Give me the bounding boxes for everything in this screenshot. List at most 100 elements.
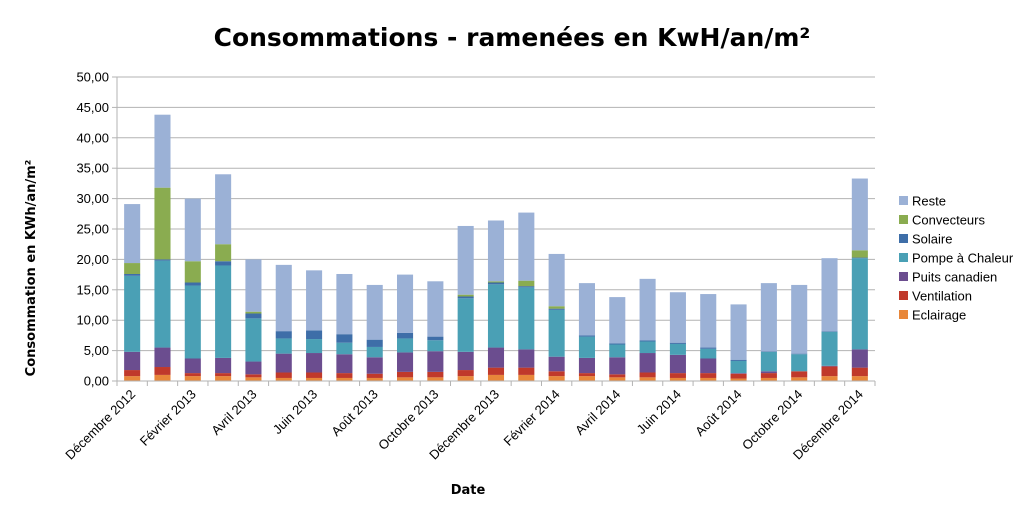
legend-swatch (899, 234, 908, 243)
bar-segment-eclairage (730, 378, 747, 381)
bar-segment-solaire (609, 343, 626, 345)
x-tick-label: Décembre 2012 (62, 387, 138, 463)
bar-segment-pompe-chaleur (215, 265, 232, 358)
bar-segment-eclairage (427, 377, 444, 381)
bar-segment-ventilation (700, 373, 717, 378)
x-tick-label: Février 2014 (501, 387, 563, 449)
bar-segment-puits-canadien (548, 356, 565, 372)
y-tick-label: 50,00 (76, 70, 109, 85)
bar-segment-solaire (124, 273, 141, 276)
x-tick-label: Juin 2013 (270, 387, 320, 437)
y-tick-label: 5,00 (84, 343, 109, 358)
bar-segment-puits-canadien (184, 358, 201, 374)
legend-label: Ventilation (912, 289, 972, 304)
y-tick-label: 0,00 (84, 374, 109, 389)
bar-segment-reste (548, 253, 565, 307)
bar-segment-convecteurs (851, 250, 868, 258)
bar-segment-ventilation (154, 367, 171, 375)
bar-segment-solaire (851, 257, 868, 259)
x-tick-label: Avril 2014 (572, 387, 623, 438)
bar-segment-pompe-chaleur (821, 331, 838, 366)
bar-segment-reste (366, 284, 383, 340)
bar-segment-reste (760, 283, 777, 352)
bar-segment-reste (578, 283, 595, 336)
bar-segment-pompe-chaleur (245, 318, 262, 362)
bar-segment-pompe-chaleur (184, 285, 201, 359)
bar-segment-ventilation (336, 373, 353, 378)
bar-segment-pompe-chaleur (275, 338, 292, 354)
bar-segment-puits-canadien (306, 353, 323, 373)
bar-segment-eclairage (184, 376, 201, 381)
bar-segment-ventilation (821, 366, 838, 377)
bar-segment-pompe-chaleur (487, 284, 505, 348)
bar-segment-ventilation (184, 373, 201, 377)
bar-segment-eclairage (154, 374, 171, 381)
bar-segment-pompe-chaleur (548, 309, 565, 357)
bar-segment-solaire (760, 351, 777, 352)
bar-segment-solaire (336, 334, 353, 343)
chart-title: Consommations - ramenées en KwH/an/m² (214, 23, 811, 52)
y-tick-label: 45,00 (76, 100, 109, 115)
bar-segment-reste (730, 304, 747, 360)
bar-segment-puits-canadien (518, 349, 535, 368)
bar-segment-eclairage (669, 377, 686, 381)
bar-segment-reste (306, 270, 323, 331)
bar-segment-convecteurs (154, 187, 171, 260)
x-axis-title: Date (451, 483, 486, 498)
bar-segment-puits-canadien (275, 353, 292, 373)
bar-segment-pompe-chaleur (791, 354, 808, 372)
bar-segment-puits-canadien (730, 373, 747, 374)
legend-swatch (899, 272, 908, 281)
bar-segment-pompe-chaleur (851, 258, 868, 350)
legend-label: Eclairage (912, 308, 966, 323)
bar-segment-reste (821, 258, 838, 332)
bar-segment-eclairage (306, 377, 323, 381)
bar-segment-reste (275, 264, 292, 332)
bar-segment-convecteurs (184, 261, 201, 283)
y-axis-title: Consommation en KWh/an/m² (24, 160, 39, 377)
bar-segment-puits-canadien (821, 365, 838, 367)
bar-segment-eclairage (639, 377, 656, 381)
bar-segment-solaire (184, 282, 201, 286)
bar-segment-eclairage (397, 377, 414, 381)
bar-segment-puits-canadien (245, 361, 262, 375)
bar-segment-reste (245, 259, 262, 312)
bar-segment-pompe-chaleur (397, 338, 414, 353)
bar-segment-eclairage (821, 376, 838, 381)
bar-segment-solaire (548, 308, 565, 310)
x-tick-label: Juin 2014 (634, 387, 684, 437)
bar-segment-convecteurs (487, 281, 505, 283)
bar-segment-solaire (669, 342, 686, 344)
bar-segment-solaire (215, 261, 232, 266)
bar-segment-ventilation (245, 374, 262, 378)
bar-segment-eclairage (609, 377, 626, 381)
y-tick-label: 20,00 (76, 252, 109, 267)
bar-segment-reste (457, 225, 474, 295)
bar-segment-solaire (639, 340, 656, 342)
bar-segment-reste (791, 284, 808, 354)
bar-segment-pompe-chaleur (336, 342, 353, 355)
x-tick-label: Avril 2013 (208, 387, 259, 438)
bar-segment-reste (124, 204, 141, 264)
bar-segment-puits-canadien (639, 353, 656, 373)
bar-segment-solaire (154, 259, 171, 261)
bar-segment-ventilation (275, 372, 292, 378)
bar-segment-eclairage (245, 377, 262, 381)
bar-segment-eclairage (518, 374, 535, 381)
bar-segment-ventilation (669, 373, 686, 378)
bar-segment-pompe-chaleur (609, 344, 626, 358)
legend: Reste Convecteurs Solaire Pompe à Chaleur Pu… (899, 194, 1014, 323)
bar-segment-reste (609, 297, 626, 344)
bar-segment-reste (669, 292, 686, 343)
bar-segment-puits-canadien (760, 371, 777, 374)
bar-segment-ventilation (518, 367, 535, 375)
bar-segment-eclairage (487, 374, 505, 381)
bar-segment-reste (518, 212, 535, 281)
bar-segment-pompe-chaleur (760, 351, 777, 372)
bar-segment-pompe-chaleur (700, 348, 717, 359)
bar-segment-pompe-chaleur (124, 275, 141, 352)
y-tick-label: 25,00 (76, 222, 109, 237)
bar-segment-pompe-chaleur (518, 287, 535, 350)
bar-segment-ventilation (760, 373, 777, 378)
